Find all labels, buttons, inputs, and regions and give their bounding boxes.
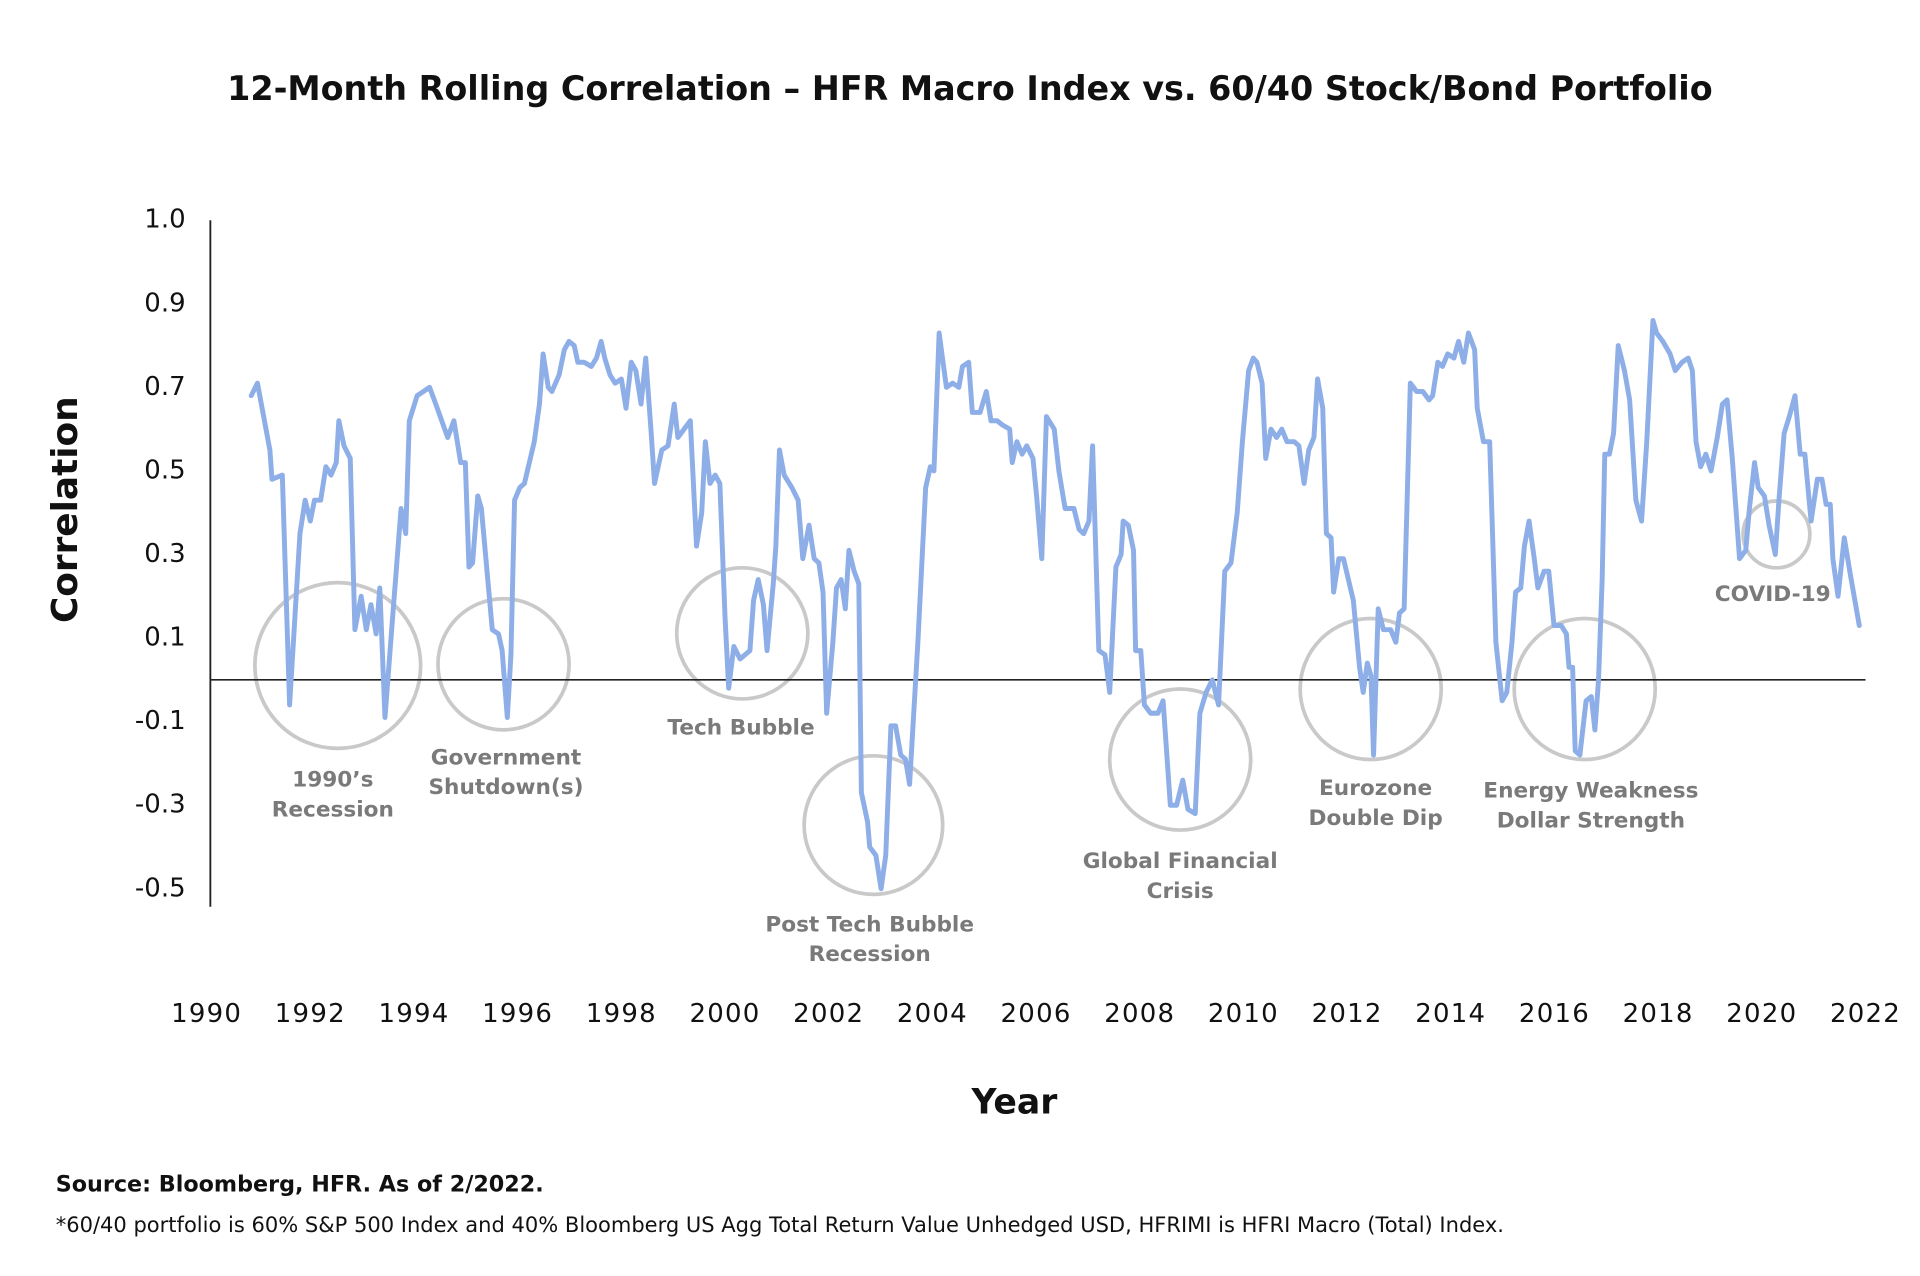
annotation: Shutdown(s) xyxy=(428,775,583,800)
annotation: Global Financial xyxy=(1083,849,1278,874)
correlation-line xyxy=(248,318,1862,892)
annotation: Double Dip xyxy=(1309,806,1443,831)
x-tick-label: 1994 xyxy=(378,999,449,1029)
annotation: Crisis xyxy=(1147,879,1214,904)
annotation: Eurozone xyxy=(1319,776,1432,801)
annotation: Post Tech Bubble xyxy=(765,912,974,937)
y-tick-label: -0.3 xyxy=(135,790,186,820)
annotation: 1990’s xyxy=(292,768,373,793)
y-tick-label: 0.5 xyxy=(144,455,185,485)
x-tick-label: 2006 xyxy=(1001,999,1072,1029)
annotation-ring xyxy=(1298,616,1444,762)
annotation-ring xyxy=(253,580,423,751)
annotation: Tech Bubble xyxy=(667,716,814,741)
y-tick-label: -0.1 xyxy=(135,706,186,736)
y-tick-label: 0.7 xyxy=(144,372,185,402)
x-tick-label: 2008 xyxy=(1104,999,1175,1029)
x-tick-label: 2010 xyxy=(1208,999,1279,1029)
y-axis-label: Correlation xyxy=(45,396,86,623)
annotation: Recession xyxy=(272,797,394,822)
annotation-ring xyxy=(1512,616,1658,762)
x-tick-label: 2004 xyxy=(897,999,968,1029)
x-tick-label: 1996 xyxy=(482,999,553,1029)
x-tick-label: 2020 xyxy=(1726,999,1797,1029)
x-tick-label: 2018 xyxy=(1623,999,1694,1029)
x-tick-label: 2002 xyxy=(793,999,864,1029)
annotation-ring xyxy=(674,565,810,701)
annotation-ring xyxy=(1107,687,1253,832)
annotation: Dollar Strength xyxy=(1497,808,1685,833)
chart-title: 12-Month Rolling Correlation – HFR Macro… xyxy=(227,69,1713,108)
annotation: Government xyxy=(431,745,581,770)
annotation: Energy Weakness xyxy=(1483,779,1698,804)
y-tick-label: 0.3 xyxy=(144,539,185,569)
x-tick-label: 1992 xyxy=(275,999,346,1029)
x-tick-label: 2022 xyxy=(1830,999,1901,1029)
source-note: Source: Bloomberg, HFR. As of 2/2022. xyxy=(56,1172,544,1198)
annotation: Recession xyxy=(809,942,931,967)
x-tick-label: 2000 xyxy=(690,999,761,1029)
x-tick-label: 1998 xyxy=(586,999,657,1029)
x-axis-label: Year xyxy=(971,1082,1058,1122)
annotation-ring xyxy=(802,753,945,897)
annotation-ring xyxy=(436,596,571,732)
x-tick-label: 2016 xyxy=(1519,999,1590,1029)
x-tick-label: 2014 xyxy=(1415,999,1486,1029)
x-tick-label: 2012 xyxy=(1312,999,1383,1029)
x-tick-label: 1990 xyxy=(171,999,242,1029)
y-tick-label: -0.5 xyxy=(135,873,186,903)
footnote: *60/40 portfolio is 60% S&P 500 Index an… xyxy=(56,1212,1504,1237)
y-tick-label: 0.1 xyxy=(144,623,185,653)
y-tick-label: 1.0 xyxy=(144,205,185,235)
annotation: COVID-19 xyxy=(1715,582,1831,607)
y-tick-label: 0.9 xyxy=(144,288,185,318)
